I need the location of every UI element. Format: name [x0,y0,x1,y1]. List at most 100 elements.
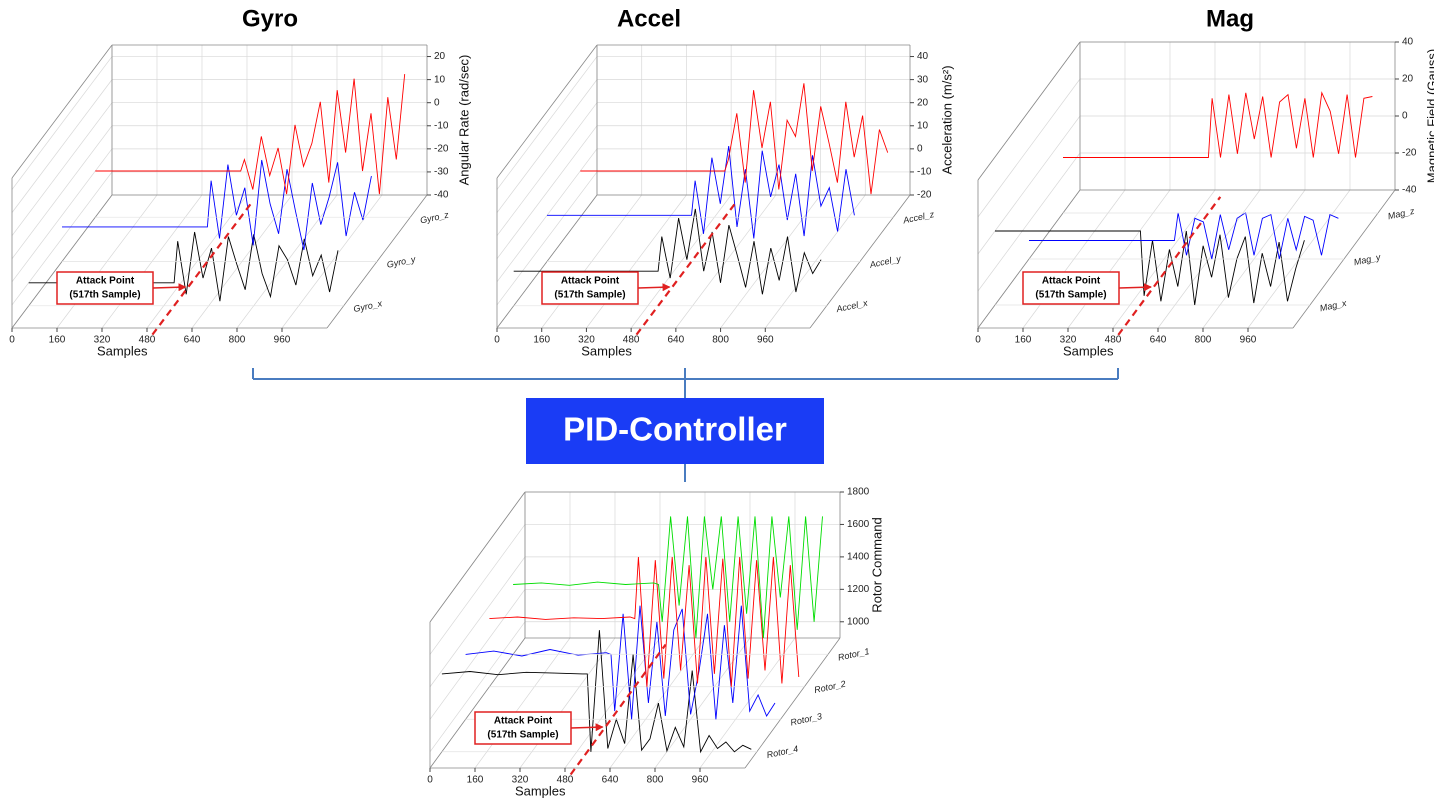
series-line [62,159,372,251]
x-tick-label: 0 [494,335,500,346]
y-axis-title: Angular Rate (rad/sec) [456,55,471,186]
y-tick-label: 1800 [847,487,870,498]
x-tick-label: 960 [692,775,709,786]
series-line [1063,91,1373,158]
y-tick-label: -10 [434,120,449,131]
series-label: Rotor_3 [789,711,822,727]
grid-line [11,79,113,213]
connector [252,368,1119,482]
series-line [465,605,776,720]
x-tick-label: 320 [1060,335,1077,346]
x-tick-label: 0 [9,335,15,346]
series-line [547,146,855,239]
y-axis-title: Magnetic Field (Gauss) [1424,49,1434,183]
x-tick-label: 640 [668,335,685,346]
x-tick-label: 480 [1105,335,1122,346]
y-tick-label: 40 [917,51,929,62]
controller-label: PID-Controller [563,411,787,448]
series-line [441,630,752,754]
annotation-text: (517th Sample) [1035,290,1106,301]
annotation-text: (517th Sample) [69,290,140,301]
x-tick-label: 960 [757,335,774,346]
annotation-arrow [1118,283,1152,292]
series-label: Mag_z [1387,206,1416,222]
series-label: Gyro_y [386,254,417,270]
y-tick-label: 10 [434,74,446,85]
series-label: Rotor_1 [837,646,870,662]
grid-line [977,115,1081,255]
annotation-text: (517th Sample) [487,730,558,741]
axis-edge [429,491,526,623]
grid-line [429,556,526,688]
x-tick-label: 320 [512,775,529,786]
series-line [513,208,822,295]
x-tick-label: 800 [229,335,246,346]
y-tick-label: 0 [1402,111,1408,122]
series-line [1029,212,1339,260]
attack-line [151,200,254,336]
y-tick-label: -20 [1402,148,1417,159]
x-tick-label: 960 [274,335,291,346]
series-label: Accel_x [835,298,869,315]
series-line [995,230,1305,306]
y-tick-label: 1400 [847,552,870,563]
attack-line [635,200,738,336]
grid-line [496,79,598,213]
y-tick-label: 1000 [847,616,870,627]
grid-line [429,589,526,720]
grid-line [11,56,113,190]
series-label: Rotor_4 [766,744,799,760]
grid-line [977,78,1081,218]
axis-edge [496,44,598,179]
x-tick-label: 160 [467,775,484,786]
annotation-box [541,271,639,305]
x-tick-label: 800 [712,335,729,346]
grid-line [564,637,661,769]
chart-panel: 0 160 320 480 640 800 960 Samples 1000 1200 1400 16… [427,487,884,799]
grid-line [519,637,616,769]
chart-panel: 0 160 320 480 640 800 960 Samples -40 -20 0 20 40 Mag… [975,5,1434,358]
annotation-text: Attack Point [494,716,553,727]
y-tick-label: 40 [1402,37,1414,48]
axis-edge [11,44,113,179]
series-label: Mag_x [1319,298,1348,314]
attack-line [1117,196,1222,336]
grid-line [496,56,598,190]
series-line [580,83,889,195]
annotation-text: Attack Point [1042,276,1101,287]
chart-title: Accel [617,5,681,32]
series-line [489,556,800,687]
grid-line [654,637,751,769]
grid-line [429,621,526,752]
x-tick-label: 160 [1015,335,1032,346]
series-line [513,516,823,639]
grid-line [609,637,706,769]
axis-edge [429,637,526,769]
x-tick-label: 960 [1240,335,1257,346]
x-tick-label: 640 [1150,335,1167,346]
y-tick-label: 20 [1402,74,1414,85]
annotation-text: Attack Point [561,276,620,287]
grid-line [11,102,113,236]
annotation-box [1022,271,1120,305]
x-tick-label: 320 [578,335,595,346]
x-axis-title: Samples [1063,343,1114,358]
controller-box [526,398,824,464]
series-label: Accel_y [868,253,902,270]
axis-edge [977,41,1081,181]
x-axis-title: Samples [97,343,148,358]
annotation-arrow [152,283,187,292]
y-axis-title: Rotor Command [869,517,884,612]
x-tick-label: 0 [975,335,981,346]
x-tick-label: 480 [623,335,640,346]
x-tick-label: 640 [602,775,619,786]
chart-title: Mag [1206,5,1254,32]
annotation-arrow [570,723,604,732]
annotation-text: Attack Point [76,276,135,287]
y-tick-label: 20 [434,51,446,62]
y-tick-label: 20 [917,97,929,108]
x-axis-title: Samples [581,343,632,358]
x-tick-label: 320 [94,335,111,346]
x-tick-label: 0 [427,775,433,786]
x-tick-label: 480 [139,335,156,346]
